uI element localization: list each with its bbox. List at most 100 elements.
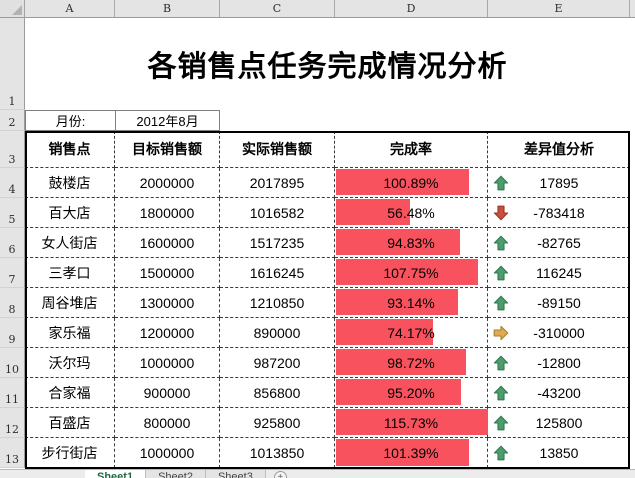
rate-cell[interactable]: 107.75% [335,258,488,288]
actual-cell[interactable]: 1016582 [220,198,335,228]
month-value-cell[interactable]: 2012年8月 [115,110,220,131]
select-all-corner[interactable] [0,0,25,17]
target-cell[interactable]: 1600000 [115,228,220,258]
header-store[interactable]: 销售点 [25,131,115,168]
column-header-a[interactable]: A [25,0,115,17]
row-header-11[interactable]: 11 [0,378,25,408]
row-header-10[interactable]: 10 [0,348,25,378]
row-header-4[interactable]: 4 [0,168,25,198]
diff-cell[interactable]: -43200 [488,378,630,408]
table-row: 7 三孝口 1500000 1616245 107.75% 116245 [0,258,635,288]
store-cell[interactable]: 鼓楼店 [25,168,115,198]
row-header-2[interactable]: 2 [0,110,25,131]
rate-value: 101.39% [383,445,439,461]
diff-cell[interactable]: -89150 [488,288,630,318]
target-cell[interactable]: 1500000 [115,258,220,288]
store-cell[interactable]: 女人街店 [25,228,115,258]
header-actual[interactable]: 实际销售额 [220,131,335,168]
trend-up-icon [493,175,509,191]
store-cell[interactable]: 沃尔玛 [25,348,115,378]
rate-cell[interactable]: 93.14% [335,288,488,318]
diff-cell[interactable]: 125800 [488,408,630,438]
row-header-5[interactable]: 5 [0,198,25,228]
row-header-1[interactable]: 1 [0,18,25,110]
row-header-9[interactable]: 9 [0,318,25,348]
actual-cell[interactable]: 890000 [220,318,335,348]
row-header-8[interactable]: 8 [0,288,25,318]
diff-cell[interactable]: 17895 [488,168,630,198]
target-cell[interactable]: 1000000 [115,348,220,378]
actual-cell[interactable]: 1210850 [220,288,335,318]
actual-cell[interactable]: 925800 [220,408,335,438]
diff-cell[interactable]: -12800 [488,348,630,378]
header-rate[interactable]: 完成率 [335,131,488,168]
rate-cell[interactable]: 94.83% [335,228,488,258]
new-sheet-button[interactable]: + [273,471,287,478]
diff-cell[interactable]: -783418 [488,198,630,228]
title-cell[interactable]: 各销售点任务完成情况分析 [25,18,630,110]
store-cell[interactable]: 步行街店 [25,438,115,468]
table-row: 12 百盛店 800000 925800 115.73% 125800 [0,408,635,438]
store-cell[interactable]: 家乐福 [25,318,115,348]
store-cell[interactable]: 三孝口 [25,258,115,288]
target-cell[interactable]: 900000 [115,378,220,408]
column-header-d[interactable]: D [335,0,488,17]
diff-value: 125800 [535,414,583,431]
actual-cell[interactable]: 856800 [220,378,335,408]
sheet-tab-3[interactable]: Sheet3 [205,470,266,478]
row-header-3[interactable]: 3 [0,131,25,168]
month-row: 2 月份: 2012年8月 [0,110,635,131]
rate-cell[interactable]: 56.48% [335,198,488,228]
target-cell[interactable]: 800000 [115,408,220,438]
rate-value: 93.14% [387,294,435,311]
trend-up-icon [493,385,509,401]
diff-cell[interactable]: -310000 [488,318,630,348]
rate-value: 94.83% [387,234,435,251]
completion-data-bar [336,439,470,466]
table-row: 13 步行街店 1000000 1013850 101.39% 13850 [0,438,635,468]
diff-cell[interactable]: -82765 [488,228,630,258]
actual-cell[interactable]: 1517235 [220,228,335,258]
sheet-tab-1[interactable]: Sheet1 [85,470,147,478]
rate-cell[interactable]: 74.17% [335,318,488,348]
actual-cell[interactable]: 1013850 [220,438,335,468]
target-cell[interactable]: 1800000 [115,198,220,228]
rate-cell[interactable]: 101.39% [335,438,488,468]
rate-cell[interactable]: 95.20% [335,378,488,408]
rate-value: 107.75% [383,264,439,281]
diff-cell[interactable]: 116245 [488,258,630,288]
diff-cell[interactable]: 13850 [488,438,630,468]
target-cell[interactable]: 1000000 [115,438,220,468]
column-header-b[interactable]: B [115,0,220,17]
month-label-cell[interactable]: 月份: [25,110,115,131]
actual-cell[interactable]: 2017895 [220,168,335,198]
target-cell[interactable]: 1300000 [115,288,220,318]
table-row: 5 百大店 1800000 1016582 56.48% -783418 [0,198,635,228]
completion-data-bar [336,349,466,375]
store-cell[interactable]: 百盛店 [25,408,115,438]
header-diff[interactable]: 差异值分析 [488,131,630,168]
table-row: 10 沃尔玛 1000000 987200 98.72% -12800 [0,348,635,378]
rate-cell[interactable]: 98.72% [335,348,488,378]
rate-value: 74.17% [387,324,435,341]
row-header-13[interactable]: 13 [0,438,25,468]
header-target[interactable]: 目标销售额 [115,131,220,168]
rate-cell[interactable]: 100.89% [335,168,488,198]
row-header-7[interactable]: 7 [0,258,25,288]
completion-data-bar [336,229,461,255]
row-header-6[interactable]: 6 [0,228,25,258]
column-header-e[interactable]: E [488,0,630,17]
target-cell[interactable]: 2000000 [115,168,220,198]
actual-cell[interactable]: 1616245 [220,258,335,288]
store-cell[interactable]: 合家福 [25,378,115,408]
sheet-tab-2[interactable]: Sheet2 [146,470,206,478]
table-row: 4 鼓楼店 2000000 2017895 100.89% 17895 [0,168,635,198]
store-cell[interactable]: 周谷堆店 [25,288,115,318]
column-header-c[interactable]: C [220,0,335,17]
target-cell[interactable]: 1200000 [115,318,220,348]
store-cell[interactable]: 百大店 [25,198,115,228]
rate-cell[interactable]: 115.73% [335,408,488,438]
actual-cell[interactable]: 987200 [220,348,335,378]
diff-value: 116245 [536,264,582,281]
row-header-12[interactable]: 12 [0,408,25,438]
